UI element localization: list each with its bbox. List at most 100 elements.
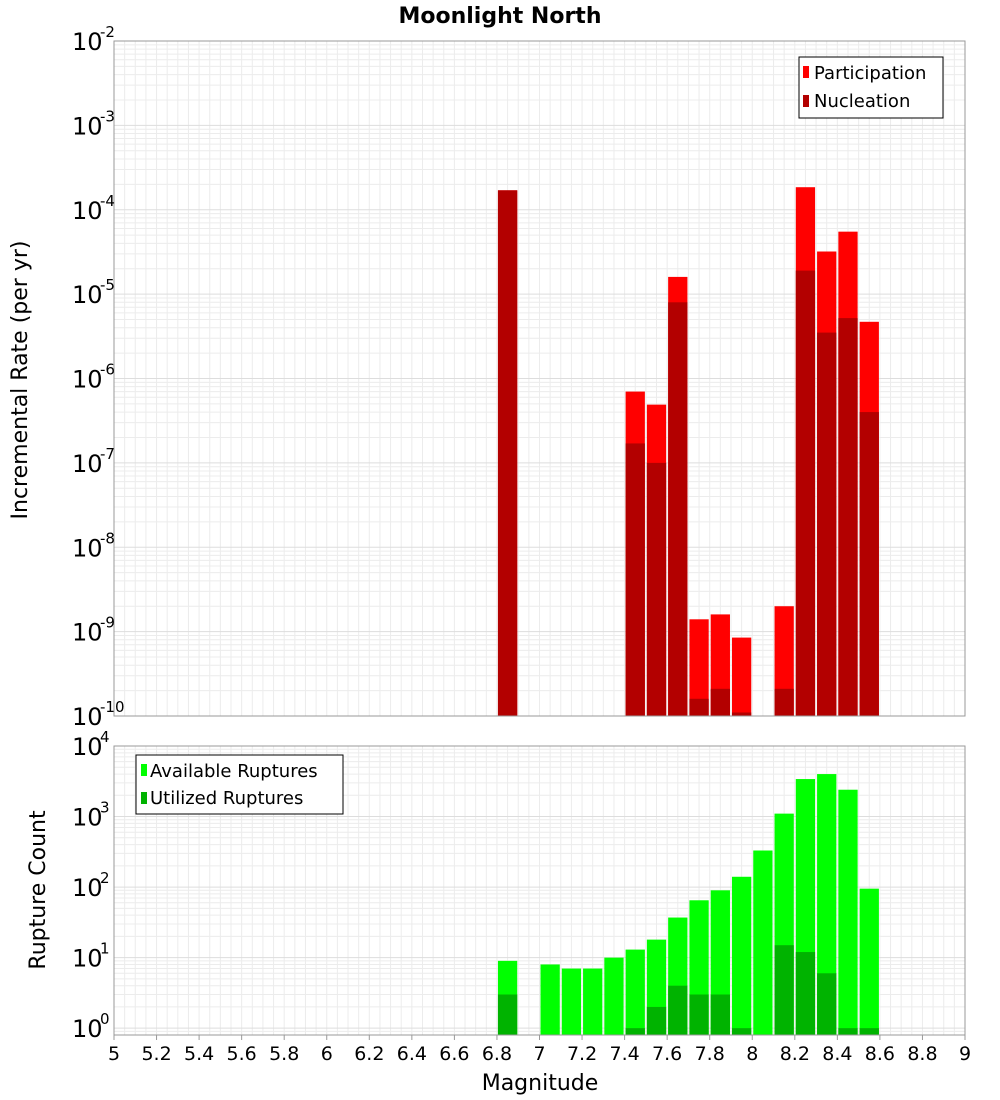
- rate-y-tick-base: 10: [72, 534, 103, 562]
- x-tick-label: 9: [959, 1043, 971, 1065]
- count-bar-inner: [689, 994, 709, 1035]
- x-tick-label: 6.6: [439, 1043, 469, 1065]
- count-y-tick-base: 10: [72, 804, 103, 832]
- count-bar-outer: [604, 957, 624, 1035]
- rate-y-tick-base: 10: [72, 197, 103, 225]
- rate-bar-inner: [497, 190, 518, 716]
- rate-y-tick-exponent: -4: [100, 192, 115, 210]
- count-bar-inner: [625, 1028, 645, 1035]
- count-legend-box: [135, 754, 344, 815]
- count-bar-inner: [731, 1028, 752, 1035]
- rate-y-axis-label: Incremental Rate (per yr): [8, 241, 33, 520]
- x-tick-label: 6.2: [354, 1043, 384, 1065]
- count-y-tick-exponent: 0: [100, 1010, 110, 1028]
- count-bar-inner: [668, 985, 688, 1035]
- rate-y-tick-base: 10: [72, 112, 103, 140]
- rate-y-tick-exponent: -5: [100, 276, 115, 294]
- x-tick-label: 7: [533, 1043, 545, 1065]
- rate-bar-inner: [646, 462, 667, 716]
- x-axis-ticks: 5 5.2 5.4 5.6 5.8 6 6.2 6.4 6.6 6.8 7 7.2 7.4 7.6 7.8 8…: [108, 1035, 971, 1065]
- rate-bar-inner: [774, 688, 794, 716]
- count-bar-inner: [859, 1028, 879, 1035]
- rate-bar-inner: [838, 318, 858, 716]
- rate-bar-outer: [689, 619, 709, 716]
- rate-y-tick-exponent: -2: [100, 23, 115, 41]
- rate-y-tick-exponent: -10: [100, 698, 125, 716]
- count-y-tick-exponent: 4: [100, 728, 110, 746]
- participation-legend-label: Participation: [814, 63, 926, 84]
- x-tick-label: 6: [321, 1043, 333, 1065]
- count-bar-inner: [817, 973, 837, 1035]
- rate-y-tick-exponent: -8: [100, 529, 115, 547]
- utilized-legend-swatch: [141, 792, 147, 804]
- nucleation-legend-swatch: [803, 95, 809, 107]
- rate-panel: 10-210-310-410-510-610-710-810-910-10 In…: [8, 23, 966, 731]
- count-y-tick-exponent: 2: [100, 869, 110, 887]
- nucleation-legend-label: Nucleation: [814, 91, 910, 112]
- x-tick-label: 8.4: [822, 1043, 852, 1065]
- rate-bar-inner: [731, 712, 752, 716]
- rate-legend: Participation Nucleation: [798, 56, 944, 119]
- count-y-tick-exponent: 3: [100, 799, 110, 817]
- rate-y-tick-base: 10: [72, 619, 103, 647]
- count-bar-inner: [774, 945, 794, 1035]
- rate-bar-inner: [817, 332, 837, 716]
- count-bar-outer: [817, 774, 837, 1035]
- x-tick-label: 7.4: [609, 1043, 639, 1065]
- x-tick-label: 7.8: [695, 1043, 725, 1065]
- x-tick-label: 8.6: [865, 1043, 895, 1065]
- rate-bar-inner: [625, 443, 645, 716]
- rate-y-tick-exponent: -7: [100, 445, 115, 463]
- rate-bar-inner: [859, 412, 879, 716]
- count-bar-outer: [625, 949, 645, 1035]
- count-y-tick-base: 10: [72, 1015, 103, 1043]
- count-y-tick-base: 10: [72, 733, 103, 761]
- count-bar-inner: [710, 994, 730, 1035]
- rate-y-tick-base: 10: [72, 366, 103, 394]
- rate-y-ticks: 10-210-310-410-510-610-710-810-910-10: [72, 23, 125, 731]
- x-tick-label: 5.4: [184, 1043, 214, 1065]
- rate-bar-outer: [731, 637, 752, 716]
- x-tick-label: 6.4: [397, 1043, 427, 1065]
- rate-bar-inner: [689, 698, 709, 716]
- rate-y-tick-base: 10: [72, 450, 103, 478]
- count-bar-inner: [838, 1028, 858, 1035]
- count-bar-inner: [646, 1006, 667, 1035]
- chart-title: Moonlight North: [398, 4, 601, 29]
- rate-bars: [497, 187, 879, 716]
- count-y-tick-exponent: 1: [100, 940, 110, 958]
- count-bar-outer: [753, 850, 773, 1035]
- count-bar-inner: [795, 952, 816, 1035]
- count-bar-outer: [540, 964, 560, 1035]
- count-bar-outer: [583, 968, 603, 1035]
- count-bar-outer: [561, 968, 582, 1035]
- rate-bar-inner: [795, 270, 816, 716]
- count-y-tick-base: 10: [72, 945, 103, 973]
- rate-plot-frame: [113, 40, 966, 717]
- utilized-legend-label: Utilized Ruptures: [150, 788, 303, 809]
- x-tick-label: 7.2: [567, 1043, 597, 1065]
- rate-y-tick-base: 10: [72, 703, 103, 731]
- x-tick-label: 6.8: [482, 1043, 512, 1065]
- count-bar-outer: [838, 789, 858, 1035]
- x-tick-label: 5.8: [269, 1043, 299, 1065]
- x-tick-label: 8.2: [780, 1043, 810, 1065]
- count-bars: [497, 774, 879, 1035]
- participation-legend-swatch: [803, 66, 809, 78]
- count-bar-inner: [497, 994, 518, 1035]
- count-y-axis-label: Rupture Count: [26, 810, 51, 970]
- x-tick-label: 7.6: [652, 1043, 682, 1065]
- count-legend: Available Ruptures Utilized Ruptures: [135, 754, 344, 815]
- x-axis-label: Magnitude: [482, 1071, 599, 1096]
- x-tick-label: 8.8: [907, 1043, 937, 1065]
- available-legend-label: Available Ruptures: [150, 761, 318, 782]
- available-legend-swatch: [141, 764, 147, 776]
- count-bar-outer: [859, 888, 879, 1035]
- count-y-tick-base: 10: [72, 874, 103, 902]
- rate-bar-inner: [710, 688, 730, 716]
- x-tick-label: 5.6: [227, 1043, 257, 1065]
- rate-y-tick-exponent: -6: [100, 361, 115, 379]
- rate-y-tick-base: 10: [72, 281, 103, 309]
